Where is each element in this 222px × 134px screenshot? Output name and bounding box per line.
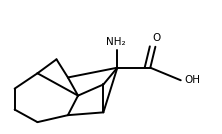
Text: O: O	[153, 33, 161, 43]
Text: NH₂: NH₂	[106, 37, 126, 47]
Text: OH: OH	[184, 75, 200, 85]
